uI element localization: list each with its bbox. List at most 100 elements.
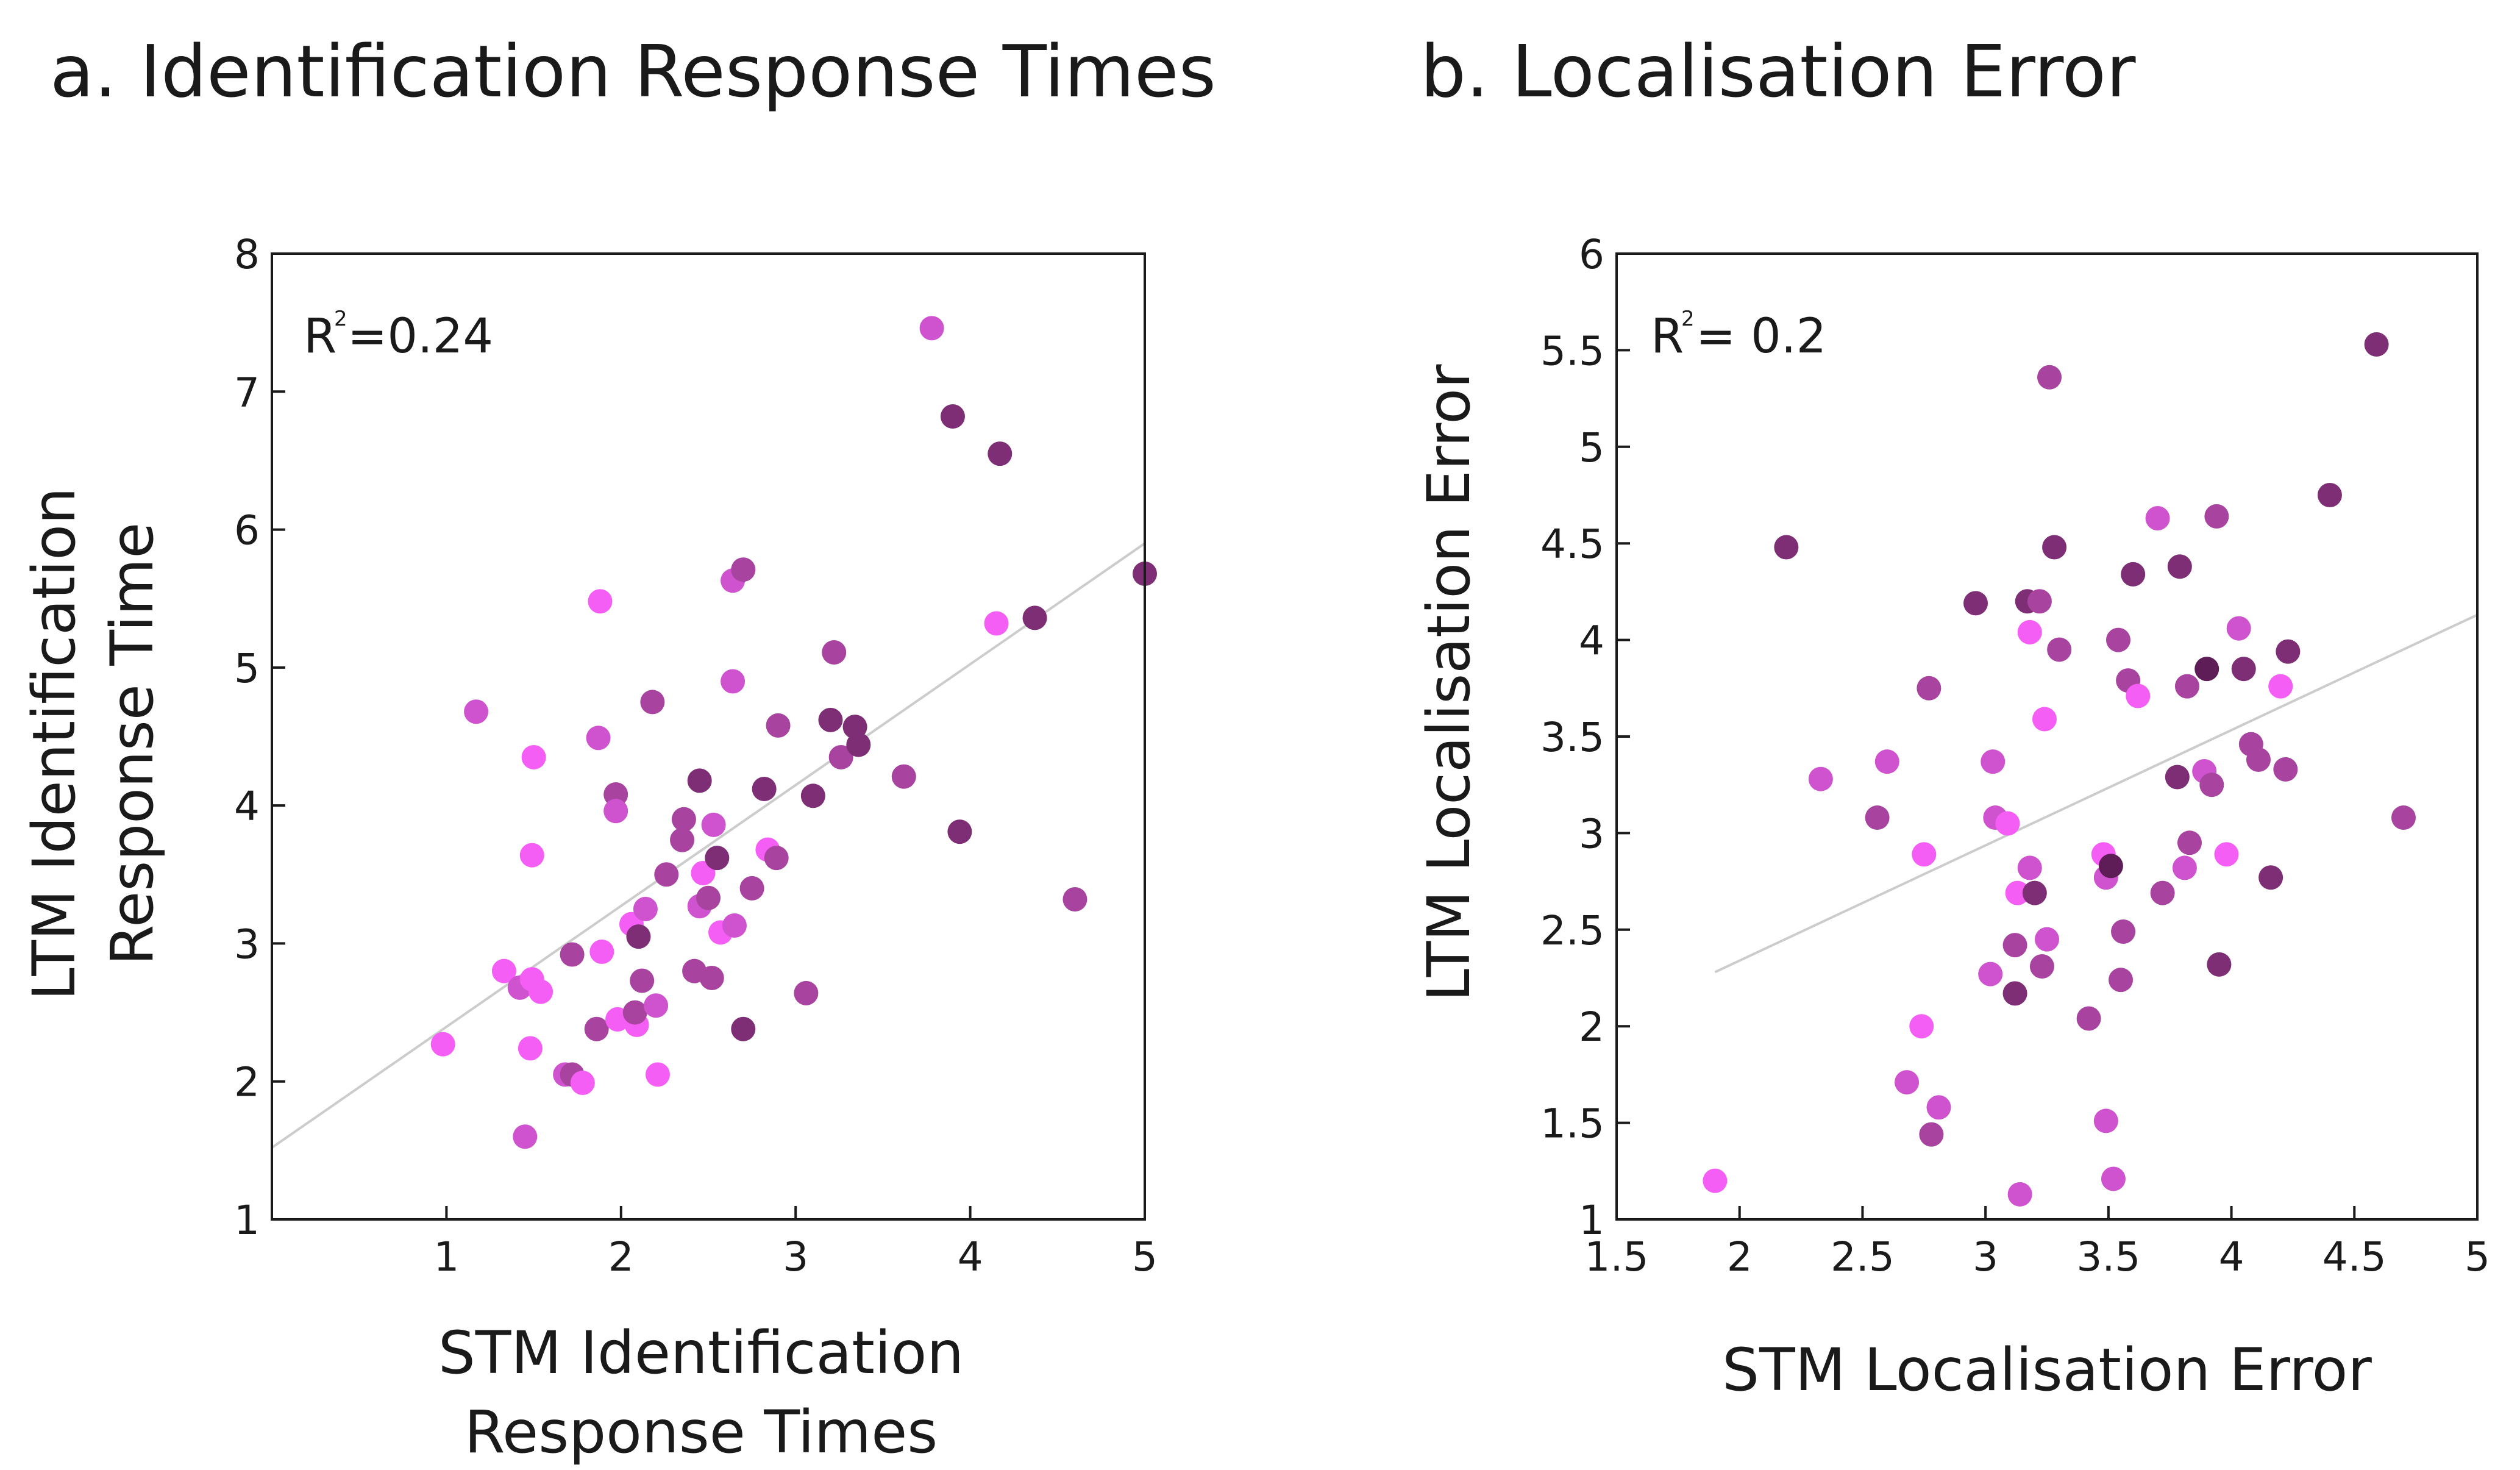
panel-b-y-tick-label: 4.5 — [1540, 521, 1604, 568]
panel-b-regression-line — [1714, 613, 2478, 974]
panel-b-point-48 — [2174, 674, 2199, 699]
panel-a-point-66 — [1062, 887, 1087, 912]
panel-b-fit-group — [1714, 613, 2478, 974]
panel-a: a. Identification Response Times 1 2 3 4 5 1… — [20, 29, 1216, 1466]
panel-b-point-54 — [2207, 952, 2232, 977]
panel-a-point-50 — [764, 846, 789, 871]
panel-a-point-14 — [584, 1016, 609, 1041]
panel-a-point-9 — [529, 979, 553, 1004]
panel-b-y-tick-label: 3.5 — [1540, 714, 1604, 761]
panel-b-point-22 — [2017, 855, 2042, 880]
panel-b-point-59 — [2246, 747, 2271, 772]
panel-b-point-10 — [1926, 1095, 1951, 1120]
panel-a-r2-value: =0.24 — [347, 309, 493, 364]
panel-b-point-51 — [2194, 657, 2219, 682]
panel-a-point-31 — [670, 827, 695, 852]
panel-b-y-tick-label: 6 — [1579, 231, 1604, 278]
panel-b-point-12 — [1978, 962, 2003, 987]
panel-b-y-ticks: 1 1.5 2 2.5 3 3.5 4 4.5 5 5.5 6 — [1540, 231, 1630, 1244]
panel-a-x-label-line1: STM Identification — [438, 1319, 964, 1387]
panel-b-x-tick-label: 4.5 — [2322, 1233, 2387, 1280]
panel-b-x-tick-label: 1.5 — [1585, 1233, 1649, 1280]
panel-b-point-49 — [2177, 830, 2202, 855]
panel-b-point-1 — [1774, 535, 1799, 560]
panel-a-fit-group — [271, 542, 1146, 1149]
panel-b-point-43 — [2145, 506, 2170, 531]
panel-b-r2-base: R — [1651, 309, 1684, 364]
panel-a-point-27 — [640, 690, 665, 715]
panel-b-y-tick-label: 1 — [1579, 1197, 1604, 1244]
panel-a-point-16 — [588, 589, 613, 614]
panel-a-y-tick-label: 4 — [234, 783, 260, 830]
panel-b-r2-sup: 2 — [1681, 307, 1695, 331]
panel-b-point-29 — [2042, 535, 2067, 560]
panel-b: b. Localisation Error 1.5 2 2.5 3 3.5 4 4.5 5 1… — [1415, 29, 2490, 1404]
panel-b-point-18 — [2005, 880, 2030, 905]
panel-a-point-34 — [687, 768, 712, 793]
panel-a-point-17 — [589, 940, 614, 965]
panel-b-x-tick-label: 3 — [1973, 1233, 1998, 1280]
panel-a-point-61 — [940, 404, 965, 429]
panel-a-point-37 — [696, 885, 721, 910]
panel-b-x-tick-label: 2 — [1727, 1233, 1753, 1280]
panel-b-point-23 — [2022, 880, 2047, 905]
panel-a-point-52 — [794, 980, 819, 1005]
panel-b-x-tick-label: 3.5 — [2076, 1233, 2140, 1280]
panel-b-point-66 — [2391, 805, 2416, 830]
panel-b-point-57 — [2231, 657, 2256, 682]
panel-b-point-52 — [2199, 772, 2224, 797]
panel-b-point-41 — [2121, 562, 2146, 587]
panel-a-point-2 — [491, 958, 516, 983]
panel-a-y-tick-label: 8 — [234, 231, 260, 278]
panel-a-point-32 — [671, 807, 696, 832]
panel-b-point-39 — [2111, 919, 2136, 944]
panel-a-point-46 — [731, 1016, 756, 1041]
panel-b-point-4 — [1874, 749, 1899, 774]
panel-b-point-38 — [2109, 968, 2134, 993]
panel-a-point-58 — [846, 732, 871, 757]
panel-b-x-tick-label: 4 — [2219, 1233, 2244, 1280]
panel-a-x-tick-label: 3 — [783, 1233, 808, 1280]
panel-a-plot-frame — [271, 252, 1146, 1221]
panel-b-point-0 — [1703, 1168, 1728, 1193]
panel-b-y-tick-label: 1.5 — [1540, 1101, 1604, 1147]
panel-b-point-42 — [2126, 683, 2151, 708]
panel-a-point-38 — [699, 966, 724, 990]
panel-b-y-label: LTM Localisation Error — [1415, 364, 1483, 1002]
panel-a-point-24 — [622, 1000, 647, 1025]
panel-b-point-5 — [1895, 1070, 1920, 1095]
panel-b-y-tick-label: 2 — [1579, 1004, 1604, 1051]
panel-b-point-47 — [2172, 855, 2197, 880]
panel-b-point-37 — [2105, 627, 2130, 652]
panel-b-point-3 — [1865, 805, 1890, 830]
panel-a-point-40 — [705, 846, 730, 871]
panel-a-point-26 — [633, 896, 658, 921]
panel-a-point-53 — [800, 783, 825, 808]
panel-b-title: b. Localisation Error — [1420, 29, 2136, 113]
panel-a-y-tick-label: 5 — [234, 645, 260, 692]
panel-a-point-42 — [721, 669, 746, 694]
panel-b-y-tick-label: 2.5 — [1540, 907, 1604, 954]
panel-b-point-55 — [2214, 842, 2239, 867]
panel-a-x-ticks: 1 2 3 4 5 — [433, 1206, 1158, 1280]
panel-a-point-12 — [560, 942, 585, 967]
panel-b-point-8 — [1917, 676, 1942, 701]
panel-b-point-25 — [2029, 954, 2054, 979]
panel-a-point-25 — [630, 968, 655, 993]
panel-a-y-label-line1: LTM Identification — [20, 487, 88, 1001]
panel-a-point-23 — [626, 924, 651, 949]
panel-b-y-tick-label: 3 — [1579, 810, 1604, 857]
panel-a-point-19 — [603, 799, 628, 824]
panel-b-point-65 — [2364, 332, 2389, 357]
panel-b-point-21 — [2017, 619, 2042, 644]
panel-a-point-47 — [739, 876, 764, 901]
panel-b-point-9 — [1919, 1122, 1944, 1147]
panel-a-point-55 — [822, 640, 847, 665]
panel-a-point-13 — [570, 1070, 595, 1095]
panel-a-point-44 — [722, 913, 747, 938]
panel-a-point-65 — [1022, 605, 1047, 630]
panel-b-y-tick-label: 5 — [1579, 424, 1604, 471]
panel-b-point-2 — [1808, 766, 1833, 791]
panel-a-point-64 — [988, 441, 1013, 466]
panel-b-point-27 — [2035, 927, 2059, 952]
